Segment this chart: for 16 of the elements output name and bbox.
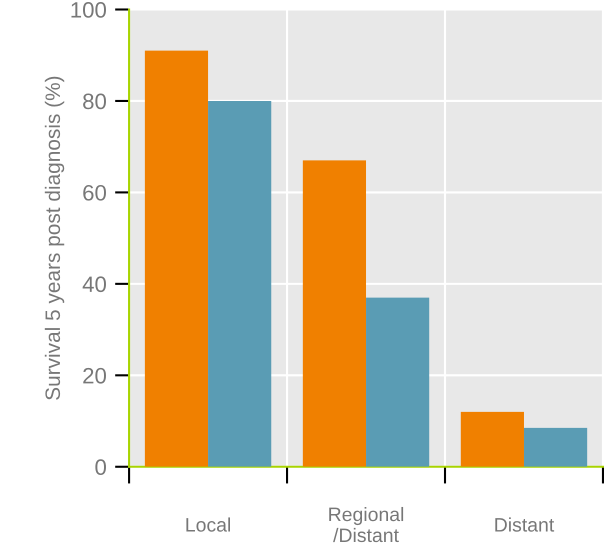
bar: [208, 100, 272, 467]
y-tick-label: 40: [82, 276, 106, 292]
bar: [460, 412, 524, 467]
y-tick-label: 60: [83, 184, 106, 201]
y-tick-label: 80: [83, 93, 106, 110]
bar: [366, 298, 430, 467]
bar: [144, 50, 208, 467]
y-axis-title: Survival 5 years post diagnosis (%): [44, 76, 64, 400]
x-tick-label: Local: [186, 517, 230, 532]
bar: [302, 160, 366, 467]
y-tick-label: 100: [71, 2, 106, 18]
bar: [524, 428, 588, 467]
x-tick-label: Distant: [495, 517, 554, 532]
x-tick-label: Regional /Distant: [329, 506, 404, 542]
y-tick-label: 0: [95, 459, 106, 476]
y-tick-label: 20: [83, 368, 106, 384]
